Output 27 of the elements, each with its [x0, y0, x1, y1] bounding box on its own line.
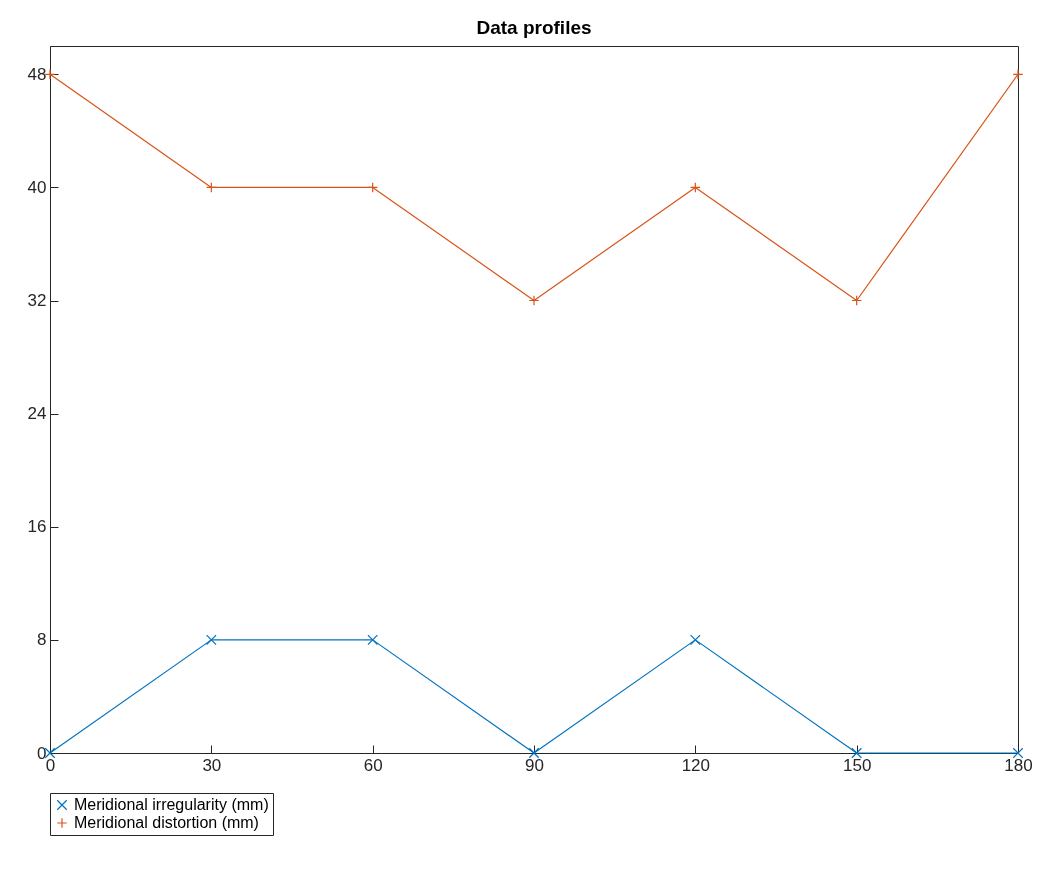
point [205, 634, 217, 646]
point [367, 634, 379, 646]
y-tick-label: 40 [27, 177, 47, 197]
y-tick-label: 16 [27, 517, 47, 537]
y-tick-label: 8 [37, 630, 47, 650]
legend-label: Meridional distortion (mm) [74, 814, 259, 831]
y-tick-label: 32 [27, 291, 47, 311]
point [528, 295, 540, 306]
point [1012, 747, 1024, 759]
x-tick-label: 30 [202, 755, 222, 775]
x-tick-label: 120 [681, 755, 711, 775]
x-tick-label: 60 [363, 755, 383, 775]
point [851, 295, 863, 306]
y-tick-label: 24 [27, 404, 47, 424]
legend-label: Meridional irregularity (mm) [74, 796, 269, 813]
point [851, 747, 863, 759]
x-tick-label: 150 [842, 755, 872, 775]
point [1012, 68, 1024, 80]
point [367, 182, 379, 193]
point [528, 747, 540, 759]
y-tick-label: 48 [27, 64, 47, 84]
chart-title: Data profiles [476, 17, 592, 38]
x-tick-label: 90 [525, 755, 544, 775]
x-tick-label: 180 [1004, 755, 1033, 775]
point [689, 634, 701, 646]
point [205, 182, 217, 193]
point [689, 182, 701, 193]
